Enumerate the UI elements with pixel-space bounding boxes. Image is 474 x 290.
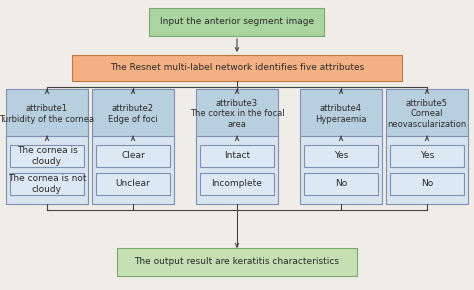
FancyBboxPatch shape xyxy=(304,173,378,195)
FancyBboxPatch shape xyxy=(300,89,382,139)
Text: Yes: Yes xyxy=(334,151,348,160)
Text: Yes: Yes xyxy=(420,151,434,160)
FancyBboxPatch shape xyxy=(196,136,278,204)
FancyBboxPatch shape xyxy=(72,55,402,81)
FancyBboxPatch shape xyxy=(92,89,174,139)
Text: The cornea is
cloudy: The cornea is cloudy xyxy=(17,146,77,166)
FancyBboxPatch shape xyxy=(196,89,278,139)
Text: No: No xyxy=(421,180,433,188)
FancyBboxPatch shape xyxy=(149,8,325,36)
Text: attribute5
Corneal
neovascularization: attribute5 Corneal neovascularization xyxy=(387,99,466,129)
FancyBboxPatch shape xyxy=(6,89,88,139)
FancyBboxPatch shape xyxy=(96,145,170,167)
Text: attribute1
Turbidity of the cornea: attribute1 Turbidity of the cornea xyxy=(0,104,94,124)
Text: attribute4
Hyperaemia: attribute4 Hyperaemia xyxy=(315,104,367,124)
FancyBboxPatch shape xyxy=(200,145,274,167)
FancyBboxPatch shape xyxy=(96,173,170,195)
Text: The output result are keratitis characteristics: The output result are keratitis characte… xyxy=(135,258,339,267)
Text: The Resnet multi-label network identifies five attributes: The Resnet multi-label network identifie… xyxy=(110,64,364,72)
Text: The cornea is not
cloudy: The cornea is not cloudy xyxy=(8,174,86,194)
FancyBboxPatch shape xyxy=(390,173,464,195)
Text: Incomplete: Incomplete xyxy=(211,180,263,188)
FancyBboxPatch shape xyxy=(304,145,378,167)
FancyBboxPatch shape xyxy=(300,136,382,204)
FancyBboxPatch shape xyxy=(10,145,84,167)
FancyBboxPatch shape xyxy=(200,173,274,195)
FancyBboxPatch shape xyxy=(117,248,357,276)
FancyBboxPatch shape xyxy=(92,136,174,204)
FancyBboxPatch shape xyxy=(386,89,468,139)
FancyBboxPatch shape xyxy=(390,145,464,167)
Text: No: No xyxy=(335,180,347,188)
Text: Input the anterior segment image: Input the anterior segment image xyxy=(160,17,314,26)
Text: Intact: Intact xyxy=(224,151,250,160)
Text: Clear: Clear xyxy=(121,151,145,160)
FancyBboxPatch shape xyxy=(6,136,88,204)
FancyBboxPatch shape xyxy=(10,173,84,195)
Text: Unclear: Unclear xyxy=(116,180,150,188)
Text: attribute3
The cortex in the focal
area: attribute3 The cortex in the focal area xyxy=(190,99,284,129)
FancyBboxPatch shape xyxy=(386,136,468,204)
Text: attribute2
Edge of foci: attribute2 Edge of foci xyxy=(108,104,158,124)
